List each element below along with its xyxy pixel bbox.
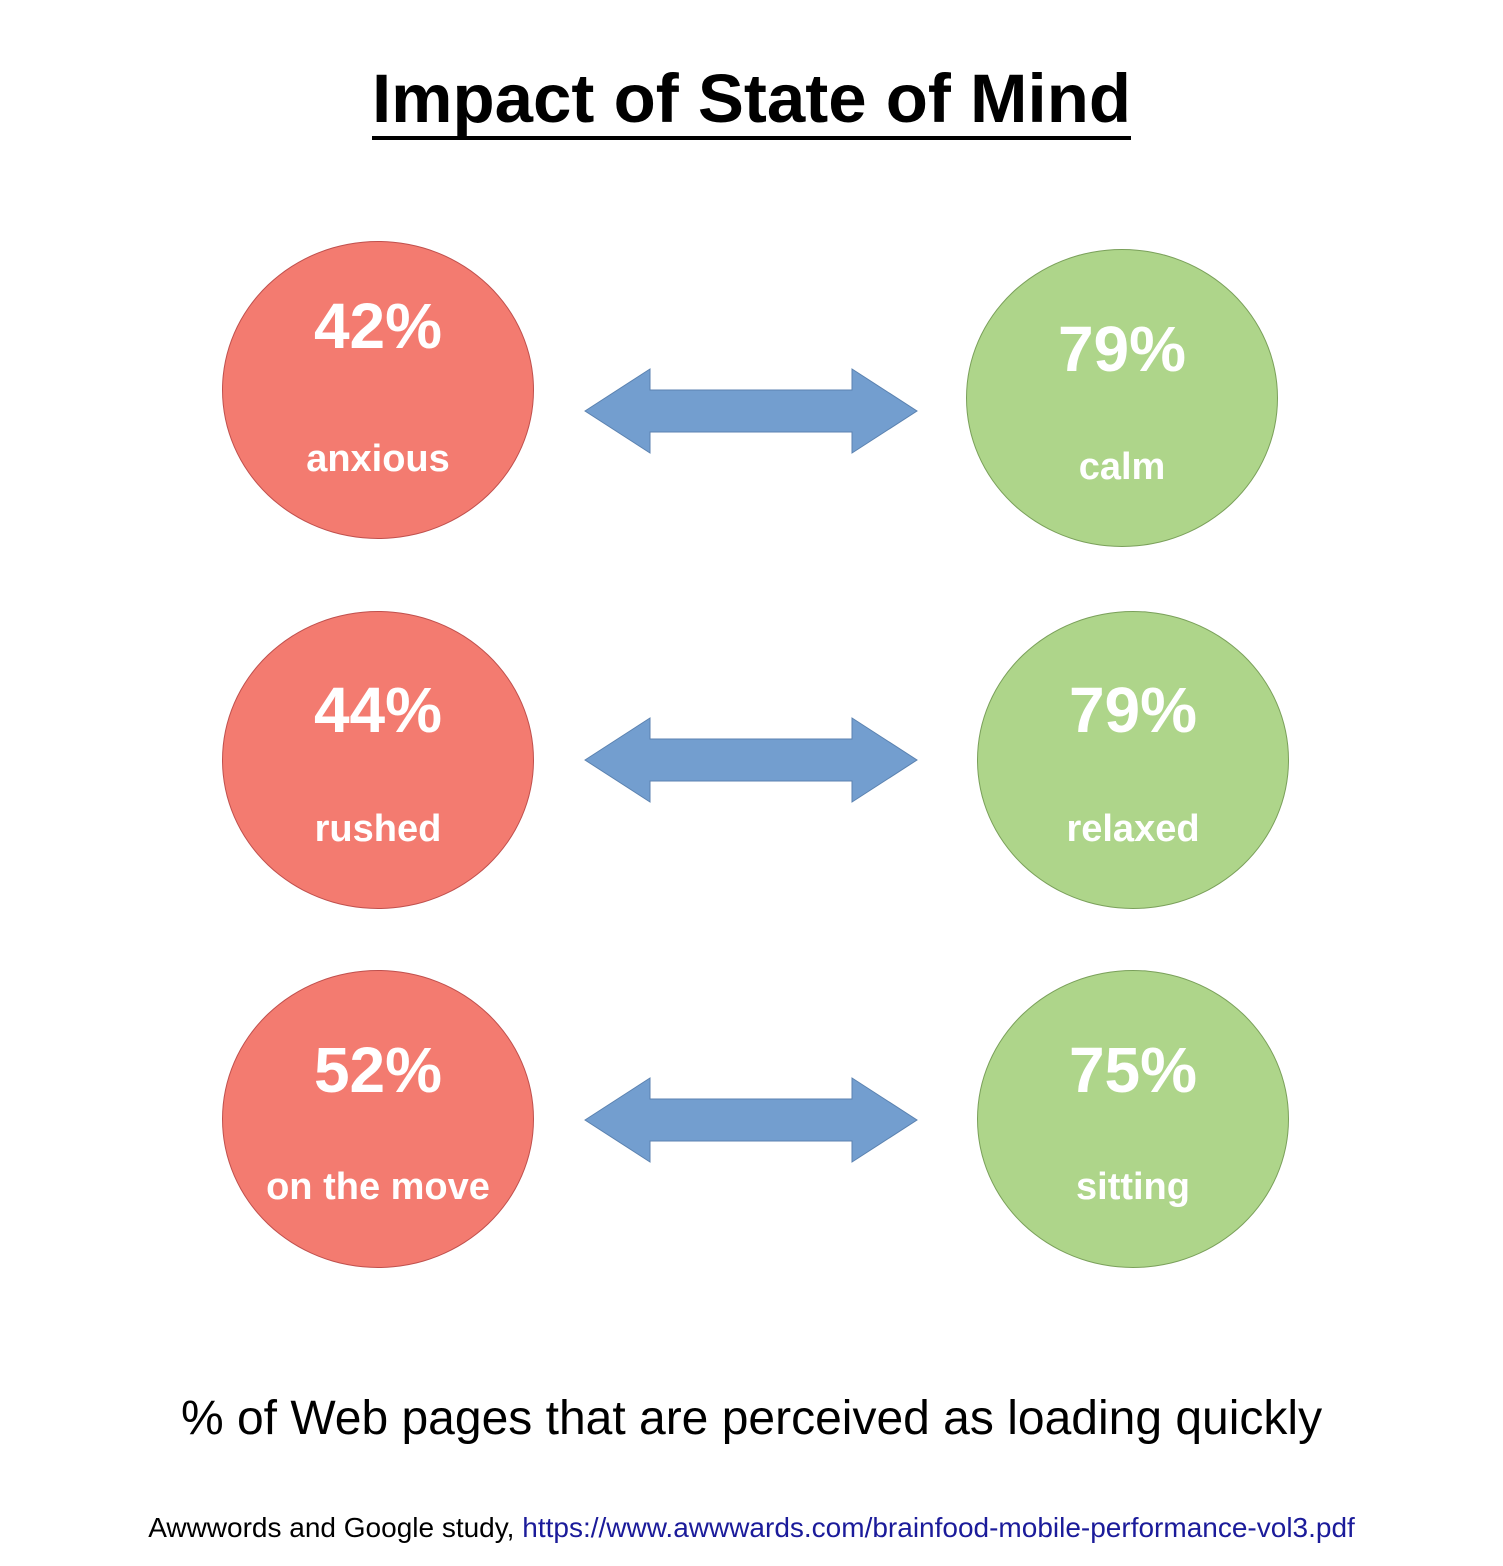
- page-title-text: Impact of State of Mind: [372, 62, 1131, 140]
- double-arrow-icon: [584, 1077, 918, 1163]
- rushed-label: rushed: [314, 808, 442, 850]
- anxious-circle: 42% anxious: [222, 241, 534, 539]
- on-the-move-circle: 52% on the move: [222, 970, 534, 1268]
- sitting-percent: 75%: [1068, 1034, 1198, 1106]
- anxious-percent: 42%: [313, 290, 443, 362]
- relaxed-label: relaxed: [1066, 808, 1200, 850]
- source-link[interactable]: https://www.awwwards.com/brainfood-mobil…: [522, 1512, 1355, 1543]
- source-line: Awwwords and Google study, https://www.a…: [0, 1510, 1503, 1546]
- rushed-circle: 44% rushed: [222, 611, 534, 909]
- calm-percent: 79%: [1057, 313, 1187, 385]
- sitting-circle: 75% sitting: [977, 970, 1289, 1268]
- relaxed-percent: 79%: [1068, 674, 1198, 746]
- on-the-move-label: on the move: [266, 1166, 490, 1208]
- source-prefix: Awwwords and Google study,: [148, 1512, 523, 1543]
- page-title: Impact of State of Mind: [0, 58, 1503, 140]
- rushed-percent: 44%: [313, 674, 443, 746]
- anxious-label: anxious: [306, 438, 450, 480]
- sitting-label: sitting: [1076, 1166, 1190, 1208]
- relaxed-circle: 79% relaxed: [977, 611, 1289, 909]
- double-arrow-icon: [584, 717, 918, 803]
- on-the-move-percent: 52%: [313, 1034, 443, 1106]
- calm-circle: 79% calm: [966, 249, 1278, 547]
- double-arrow-icon: [584, 368, 918, 454]
- caption: % of Web pages that are perceived as loa…: [180, 1392, 1323, 1445]
- calm-label: calm: [1078, 446, 1166, 488]
